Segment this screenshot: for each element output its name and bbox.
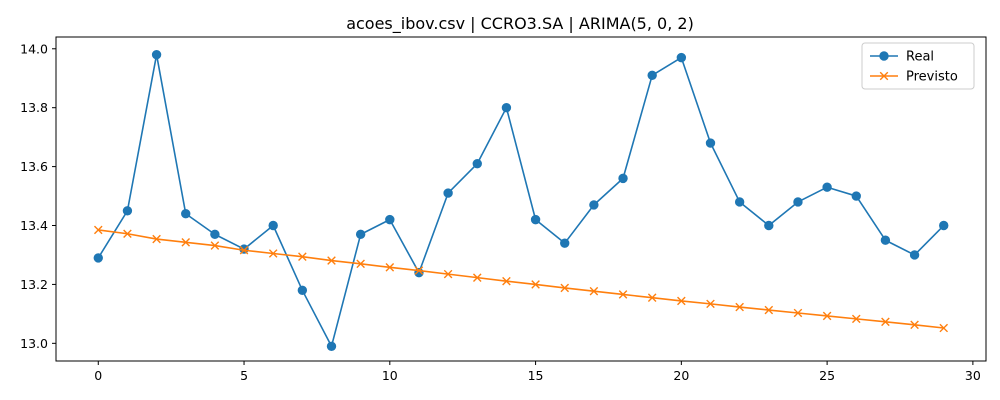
data-point-real [501,102,512,113]
data-point-real [793,197,803,207]
data-point-real [93,253,103,263]
data-point-real [268,220,278,231]
data-point-real [181,209,191,219]
data-point-previsto [618,290,628,299]
data-point-real [734,197,745,207]
data-point-previsto [327,256,336,265]
data-point-previsto [210,241,220,250]
data-point-previsto [677,296,686,306]
data-point-previsto [298,252,307,262]
data-point-real [676,52,687,63]
data-point-real [326,341,337,351]
data-point-real [151,49,162,60]
plot-area [55,36,987,362]
data-point-previsto [356,259,365,269]
data-point-real [472,158,482,169]
data-point-previsto [939,323,949,333]
x-tick-label: 15 [528,368,544,383]
data-point-previsto [531,280,540,289]
y-tick-label: 13.4 [20,218,48,233]
legend-item-real: Real [870,50,934,65]
data-point-previsto [647,293,657,302]
data-point-previsto [589,286,599,296]
data-point-previsto [910,320,919,330]
series-line-previsto [98,229,944,329]
data-point-previsto [385,263,395,272]
data-point-real [297,285,308,296]
data-point-previsto [181,238,191,247]
x-axis: 0 5 10 15 20 25 30 [94,361,981,383]
data-point-real [210,229,220,240]
data-point-previsto [735,302,744,312]
data-point-real [385,214,395,225]
y-tick-label: 13.8 [20,100,48,115]
x-tick-label: 0 [94,368,102,383]
y-tick-label: 13.0 [20,336,48,351]
x-tick-label: 20 [673,368,689,383]
data-point-previsto [560,283,570,293]
data-point-previsto [268,249,278,258]
data-point-real [355,229,366,240]
series-layer [93,49,949,351]
data-point-real [122,206,133,216]
data-point-previsto [881,317,890,327]
data-point-real [705,138,716,148]
data-point-real [530,214,541,225]
series-real [93,49,949,351]
legend-item-previsto: Previsto [870,70,958,85]
legend-box [861,42,975,90]
data-point-real [822,182,832,192]
data-point-real [939,220,949,231]
legend-marker [879,71,889,81]
data-point-real [618,173,628,184]
data-point-previsto [822,311,832,321]
data-point-real [589,200,599,210]
data-point-previsto [443,269,453,279]
y-tick-label: 13.6 [20,159,48,174]
data-point-previsto [793,308,803,318]
data-point-previsto [414,266,424,275]
data-point-previsto [472,273,482,282]
x-tick-label: 10 [382,368,398,383]
legend-label: Real [906,50,934,65]
data-point-previsto [764,305,774,315]
y-tick-label: 14.0 [20,41,48,56]
data-point-real [560,238,570,248]
chart-title: acoes_ibov.csv | CCRO3.SA | ARIMA(5, 0, … [346,14,694,34]
data-point-real [647,70,657,80]
x-tick-label: 30 [965,368,981,383]
data-point-real [851,191,861,201]
legend: Real Previsto [861,42,975,90]
series-line-real [97,53,945,348]
data-point-real [909,250,920,260]
data-point-previsto [93,225,103,235]
y-axis: 13.0 13.2 13.4 13.6 13.8 14.0 [20,41,56,351]
data-point-real [764,220,774,231]
data-point-previsto [502,276,511,286]
data-point-previsto [152,234,161,244]
series-previsto [93,225,949,333]
legend-marker [879,51,889,61]
data-point-previsto [706,299,715,309]
x-tick-label: 5 [240,368,248,383]
data-point-previsto [239,245,249,255]
data-point-previsto [123,229,132,239]
data-point-real [443,188,453,198]
plot-frame [55,36,987,362]
x-tick-label: 25 [819,368,835,383]
data-point-real [880,235,891,245]
y-tick-label: 13.2 [20,277,48,292]
data-point-previsto [851,314,861,324]
legend-label: Previsto [906,70,958,85]
